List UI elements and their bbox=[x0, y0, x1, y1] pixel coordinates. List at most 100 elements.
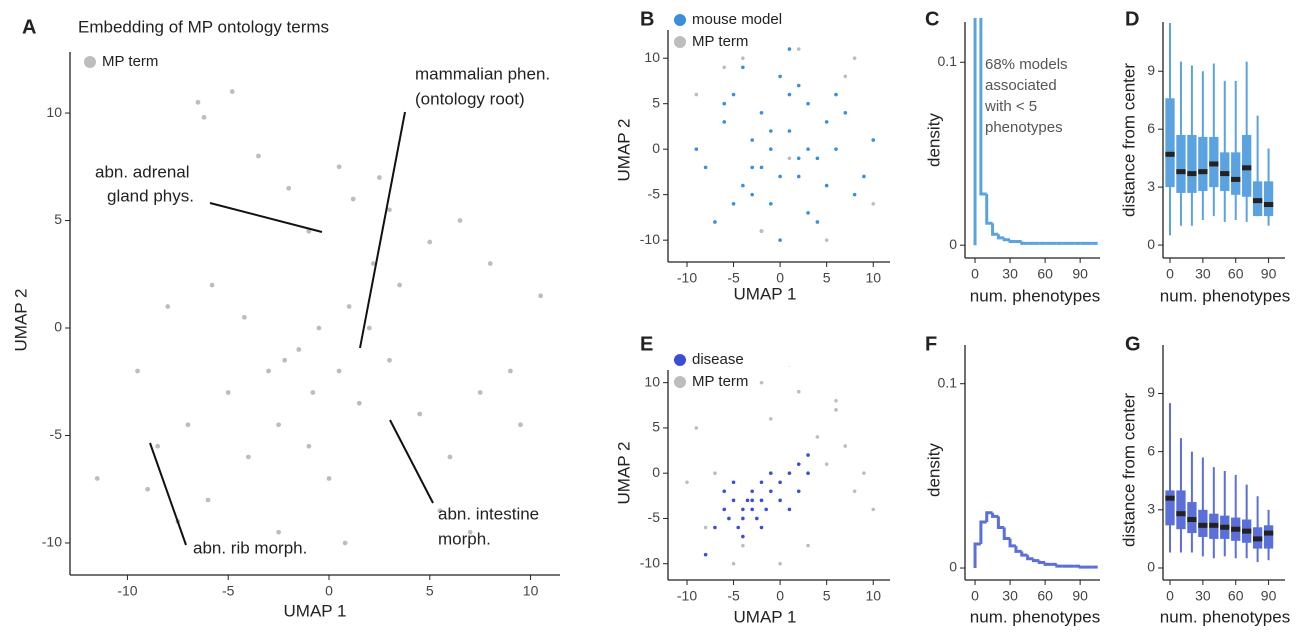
y-axis-label: UMAP 2 bbox=[614, 442, 633, 505]
point bbox=[713, 525, 717, 530]
y-tick-label: 0 bbox=[949, 559, 957, 575]
point bbox=[796, 489, 801, 494]
point bbox=[750, 192, 754, 197]
x-tick-label: 10 bbox=[865, 588, 881, 604]
point bbox=[769, 489, 773, 494]
annotation: with < 5 bbox=[984, 98, 1037, 115]
bin bbox=[1020, 241, 1028, 245]
point bbox=[366, 325, 372, 331]
y-tick-label: -10 bbox=[640, 554, 660, 570]
bin bbox=[979, 520, 987, 545]
point bbox=[787, 471, 792, 475]
point bbox=[741, 65, 745, 70]
point bbox=[225, 390, 231, 395]
bin bbox=[1014, 545, 1022, 553]
plot-area bbox=[973, 511, 1098, 569]
point bbox=[871, 138, 876, 142]
point bbox=[815, 435, 820, 439]
plot-area bbox=[694, 47, 876, 242]
y-tick-label: 5 bbox=[54, 211, 62, 227]
point bbox=[703, 165, 708, 170]
median bbox=[1187, 171, 1197, 177]
point bbox=[282, 357, 288, 363]
x-tick-label: 60 bbox=[1228, 266, 1244, 282]
point bbox=[750, 138, 754, 142]
x-tick-label: 30 bbox=[1195, 266, 1211, 282]
bin bbox=[973, 18, 977, 246]
point bbox=[764, 507, 768, 512]
point bbox=[806, 543, 810, 548]
median bbox=[1231, 176, 1241, 182]
point bbox=[346, 304, 352, 309]
point bbox=[750, 507, 754, 512]
median bbox=[1198, 169, 1208, 175]
x-tick-label: 10 bbox=[865, 270, 881, 286]
y-tick-label: 0 bbox=[54, 319, 62, 335]
point bbox=[538, 293, 544, 299]
point bbox=[741, 543, 745, 548]
annotation: morph. bbox=[438, 529, 491, 548]
x-tick-label: 0 bbox=[971, 588, 979, 604]
point bbox=[195, 99, 201, 105]
y-tick-label: 0 bbox=[1147, 559, 1155, 575]
point bbox=[806, 453, 810, 457]
bin bbox=[979, 18, 987, 196]
point bbox=[750, 489, 754, 494]
point bbox=[286, 185, 292, 191]
legend-swatch bbox=[674, 376, 686, 388]
x-tick-label: 60 bbox=[1037, 588, 1053, 604]
median bbox=[1187, 517, 1197, 523]
y-tick-label: 0 bbox=[652, 140, 660, 156]
box bbox=[1176, 490, 1186, 530]
point bbox=[722, 65, 727, 70]
annotation: abn. adrenal bbox=[95, 162, 190, 181]
bin bbox=[985, 511, 993, 522]
point bbox=[769, 471, 773, 475]
legend-swatch bbox=[84, 56, 96, 68]
point bbox=[508, 368, 513, 374]
box bbox=[1231, 152, 1241, 195]
point bbox=[843, 110, 848, 115]
x-axis-label: num. phenotypes bbox=[1160, 286, 1290, 305]
point bbox=[796, 83, 801, 88]
point bbox=[457, 218, 463, 223]
point bbox=[713, 471, 717, 475]
point bbox=[727, 516, 731, 521]
median bbox=[1176, 169, 1186, 175]
point bbox=[703, 552, 708, 557]
point bbox=[862, 174, 866, 179]
point bbox=[787, 47, 792, 51]
point bbox=[834, 147, 838, 151]
x-tick-label: 5 bbox=[823, 588, 831, 604]
median bbox=[1263, 530, 1274, 536]
point bbox=[209, 282, 215, 288]
x-tick-label: 90 bbox=[1072, 588, 1088, 604]
point bbox=[778, 74, 782, 79]
annotation: abn. rib morph. bbox=[193, 538, 307, 557]
point bbox=[736, 525, 741, 530]
box bbox=[1263, 525, 1274, 549]
y-axis-label: density bbox=[924, 443, 943, 497]
point bbox=[843, 444, 848, 448]
point bbox=[796, 174, 801, 179]
y-tick-label: 6 bbox=[1147, 442, 1155, 458]
point bbox=[852, 489, 857, 494]
y-tick-label: 3 bbox=[1147, 178, 1155, 194]
y-tick-label: -10 bbox=[42, 534, 62, 550]
point bbox=[185, 422, 191, 428]
point bbox=[871, 507, 876, 512]
bin bbox=[1055, 564, 1063, 568]
point bbox=[787, 92, 792, 97]
bin bbox=[991, 223, 999, 236]
point bbox=[694, 147, 699, 151]
median bbox=[1242, 528, 1252, 534]
point bbox=[852, 192, 857, 197]
point bbox=[843, 74, 848, 79]
point bbox=[796, 462, 801, 466]
annotation-pointer bbox=[209, 202, 323, 233]
plot-area bbox=[94, 89, 544, 546]
x-tick-label: 30 bbox=[1002, 266, 1018, 282]
x-tick-label: -10 bbox=[677, 270, 697, 286]
point bbox=[769, 201, 773, 206]
x-tick-label: 30 bbox=[1195, 588, 1211, 604]
